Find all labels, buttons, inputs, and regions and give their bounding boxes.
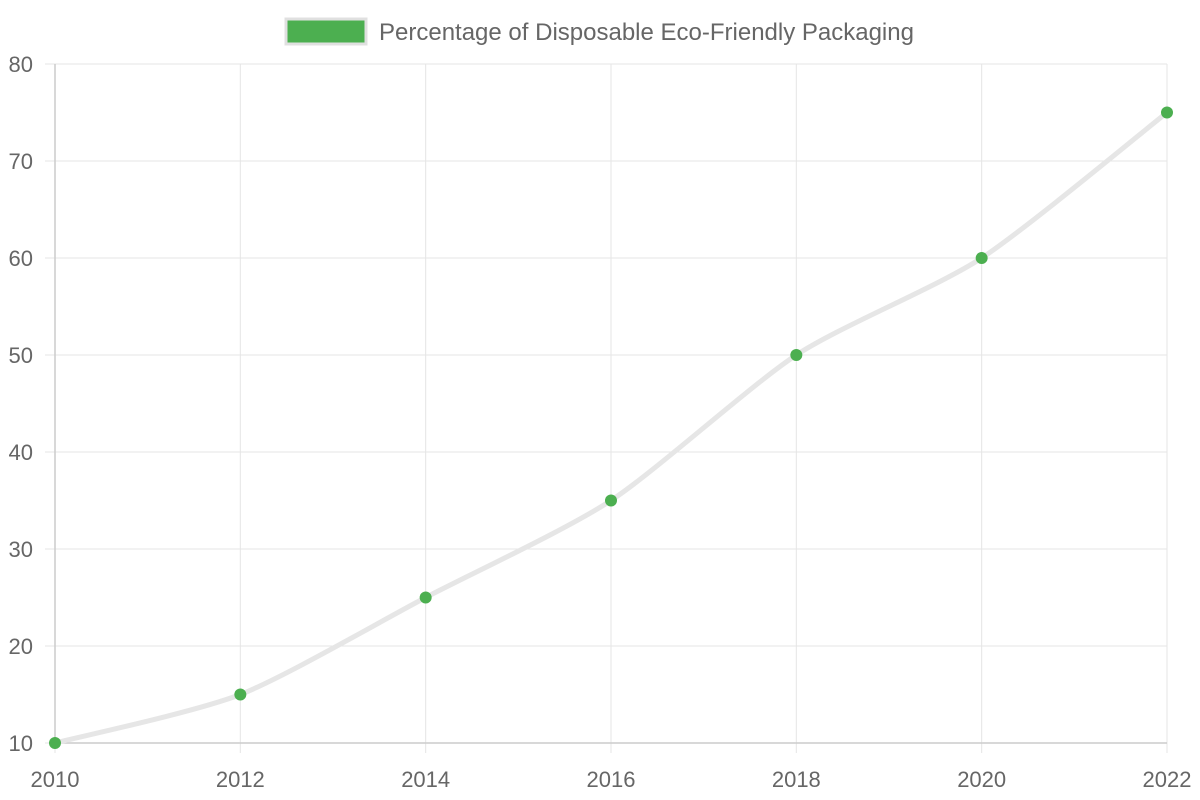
x-axis-tick-labels: 2010 2012 2014 2016 2018 2020 2022 xyxy=(31,767,1192,792)
x-tick-label: 2022 xyxy=(1143,767,1192,792)
y-tick-label: 10 xyxy=(9,731,33,756)
legend-label: Percentage of Disposable Eco-Friendly Pa… xyxy=(379,19,914,46)
y-tick-label: 40 xyxy=(9,440,33,465)
data-point[interactable] xyxy=(1161,106,1173,119)
legend[interactable]: Percentage of Disposable Eco-Friendly Pa… xyxy=(284,17,914,46)
y-tick-label: 20 xyxy=(9,634,33,659)
axes xyxy=(54,64,1167,744)
x-tick-label: 2010 xyxy=(31,767,80,792)
legend-swatch[interactable] xyxy=(284,17,368,46)
data-points xyxy=(49,106,1173,749)
y-tick-label: 70 xyxy=(9,149,33,174)
x-tick-label: 2018 xyxy=(772,767,821,792)
gridlines xyxy=(45,63,1168,753)
x-tick-label: 2020 xyxy=(957,767,1006,792)
data-point[interactable] xyxy=(419,591,432,604)
y-tick-label: 60 xyxy=(9,246,33,271)
x-tick-label: 2012 xyxy=(216,767,265,792)
x-tick-label: 2014 xyxy=(401,767,450,792)
y-tick-label: 30 xyxy=(9,537,33,562)
data-point[interactable] xyxy=(234,688,247,701)
data-point[interactable] xyxy=(975,252,988,264)
y-axis-tick-labels: 10 20 30 40 50 60 70 80 xyxy=(9,52,33,756)
data-point[interactable] xyxy=(790,349,803,361)
data-point[interactable] xyxy=(49,737,61,749)
x-tick-label: 2016 xyxy=(587,767,636,792)
data-point[interactable] xyxy=(605,494,617,507)
y-tick-label: 80 xyxy=(9,52,33,77)
y-tick-label: 50 xyxy=(9,343,33,368)
